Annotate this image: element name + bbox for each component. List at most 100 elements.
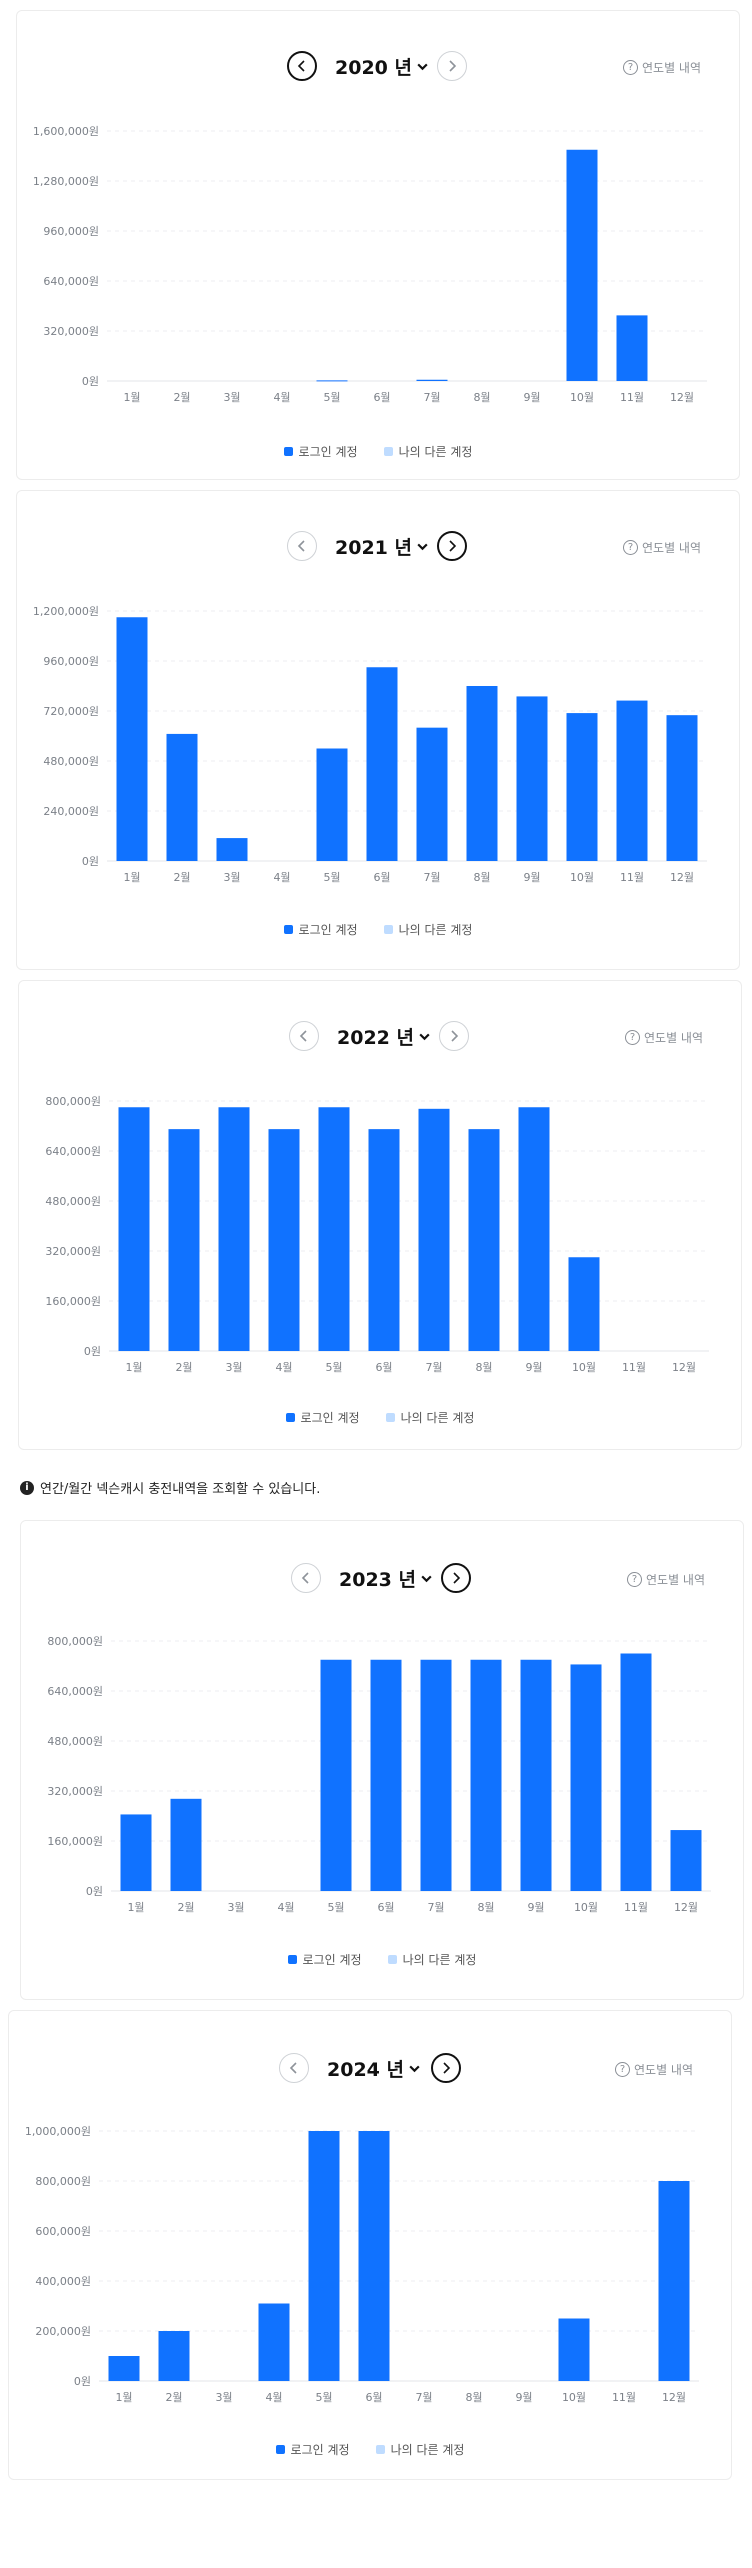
y-tick-label: 320,000원: [47, 1785, 103, 1798]
x-tick-label: 4월: [273, 391, 290, 404]
chevron-left-icon: [299, 1030, 307, 1042]
y-tick-label: 200,000원: [35, 2325, 91, 2338]
legend-item-other[interactable]: 나의 다른 계정: [375, 2441, 464, 2458]
legend-item-login[interactable]: 로그인 계정: [285, 1409, 360, 1426]
legend-item-other[interactable]: 나의 다른 계정: [387, 1951, 477, 1968]
y-tick-label: 480,000원: [43, 755, 99, 768]
y-tick-label: 800,000원: [35, 2175, 91, 2188]
bar-login: [120, 1814, 152, 1891]
chevron-down-icon: [417, 543, 428, 551]
bar-login: [566, 149, 598, 381]
legend-item-other[interactable]: 나의 다른 계정: [385, 1409, 475, 1426]
bar-chart: 0원 160,000원 320,000원 480,000원 640,000원 800,00…: [47, 1635, 711, 1914]
next-year-button[interactable]: [431, 2053, 461, 2083]
bar-login: [308, 2131, 340, 2381]
legend-label: 나의 다른 계정: [400, 1411, 475, 1425]
prev-year-button[interactable]: [279, 2053, 309, 2083]
x-tick-label: 4월: [277, 1901, 294, 1914]
x-tick-label: 11월: [622, 1361, 646, 1374]
x-tick-label: 5월: [323, 871, 340, 884]
year-selector[interactable]: 2024 년: [327, 2055, 421, 2082]
bar-login: [420, 1659, 452, 1891]
y-tick-label: 960,000원: [43, 225, 99, 238]
prev-year-button[interactable]: [289, 1021, 319, 1051]
legend-swatch-primary: [283, 447, 293, 456]
year-selector[interactable]: 2021 년: [335, 533, 429, 560]
chart-panel-2020: 2020 년 ? 연도별 내역 0원 320,000원 640,000원 960,00…: [16, 10, 740, 480]
y-tick-label: 800,000원: [45, 1095, 101, 1108]
bar-login: [268, 1129, 300, 1351]
legend-item-login[interactable]: 로그인 계정: [283, 921, 358, 938]
legend-label: 나의 다른 계정: [402, 1953, 477, 1967]
next-year-button[interactable]: [439, 1021, 469, 1051]
x-tick-label: 3월: [225, 1361, 242, 1374]
annual-history-link[interactable]: ? 연도별 내역: [625, 1029, 703, 1046]
bar-login: [670, 1830, 702, 1891]
y-tick-label: 1,280,000원: [33, 175, 99, 188]
y-tick-label: 960,000원: [43, 655, 99, 668]
legend-item-login[interactable]: 로그인 계정: [275, 2441, 350, 2458]
legend-item-login[interactable]: 로그인 계정: [283, 443, 358, 460]
legend-label: 로그인 계정: [298, 445, 358, 459]
year-selector[interactable]: 2023 년: [339, 1565, 433, 1592]
legend-swatch-primary: [287, 1955, 297, 1964]
y-tick-label: 0원: [82, 855, 99, 868]
notice-text: 연간/월간 넥슨캐시 충전내역을 조회할 수 있습니다.: [40, 1482, 321, 1497]
bar-login: [358, 2131, 390, 2381]
legend: 로그인 계정 나의 다른 계정: [9, 2441, 731, 2458]
year-selector[interactable]: 2022 년: [337, 1023, 431, 1050]
legend-swatch-secondary: [383, 925, 393, 934]
annual-history-link[interactable]: ? 연도별 내역: [623, 59, 701, 76]
x-tick-label: 5월: [315, 2391, 332, 2404]
x-tick-label: 12월: [670, 391, 694, 404]
x-tick-label: 4월: [273, 871, 290, 884]
bar-login: [658, 2181, 690, 2381]
prev-year-button[interactable]: [287, 51, 317, 81]
year-label: 2024 년: [327, 2059, 404, 2081]
bar-login: [566, 713, 598, 861]
annual-history-link[interactable]: ? 연도별 내역: [615, 2061, 693, 2078]
bar-login: [516, 696, 548, 861]
x-tick-label: 9월: [525, 1361, 542, 1374]
next-year-button[interactable]: [441, 1563, 471, 1593]
legend-item-other[interactable]: 나의 다른 계정: [383, 921, 472, 938]
prev-year-button[interactable]: [287, 531, 317, 561]
x-tick-label: 6월: [365, 2391, 382, 2404]
annual-history-link[interactable]: ? 연도별 내역: [627, 1571, 705, 1588]
bar-login: [170, 1798, 202, 1891]
legend-item-login[interactable]: 로그인 계정: [287, 1951, 362, 1968]
x-tick-label: 1월: [123, 391, 140, 404]
x-tick-label: 10월: [570, 871, 594, 884]
bar-login: [666, 715, 698, 861]
x-tick-label: 10월: [572, 1361, 596, 1374]
legend-item-other[interactable]: 나의 다른 계정: [383, 443, 472, 460]
question-icon: ?: [627, 1572, 642, 1587]
y-tick-label: 0원: [82, 375, 99, 388]
bar-login: [316, 380, 348, 382]
info-icon: i: [20, 1480, 34, 1495]
chevron-right-icon: [443, 2062, 451, 2074]
prev-year-button[interactable]: [291, 1563, 321, 1593]
y-tick-label: 640,000원: [43, 275, 99, 288]
x-tick-label: 3월: [227, 1901, 244, 1914]
year-label: 2020 년: [335, 57, 412, 79]
chevron-down-icon: [417, 63, 428, 71]
annual-history-link[interactable]: ? 연도별 내역: [623, 539, 701, 556]
year-selector[interactable]: 2020 년: [335, 53, 429, 80]
chart-panel-2024: 2024 년 ? 연도별 내역 0원 200,000원 400,000원 600,00…: [8, 2010, 732, 2480]
x-tick-label: 11월: [620, 391, 644, 404]
y-tick-label: 0원: [84, 1345, 101, 1358]
x-tick-label: 9월: [527, 1901, 544, 1914]
y-tick-label: 0원: [74, 2375, 91, 2388]
next-year-button[interactable]: [437, 531, 467, 561]
x-tick-label: 5월: [325, 1361, 342, 1374]
bar-login: [318, 1107, 350, 1351]
x-tick-label: 8월: [465, 2391, 482, 2404]
legend-label: 로그인 계정: [300, 1411, 360, 1425]
legend-swatch-primary: [283, 925, 293, 934]
x-tick-label: 9월: [523, 391, 540, 404]
y-tick-label: 1,600,000원: [33, 125, 99, 138]
x-tick-label: 6월: [373, 871, 390, 884]
next-year-button[interactable]: [437, 51, 467, 81]
annual-history-label: 연도별 내역: [646, 1573, 706, 1587]
